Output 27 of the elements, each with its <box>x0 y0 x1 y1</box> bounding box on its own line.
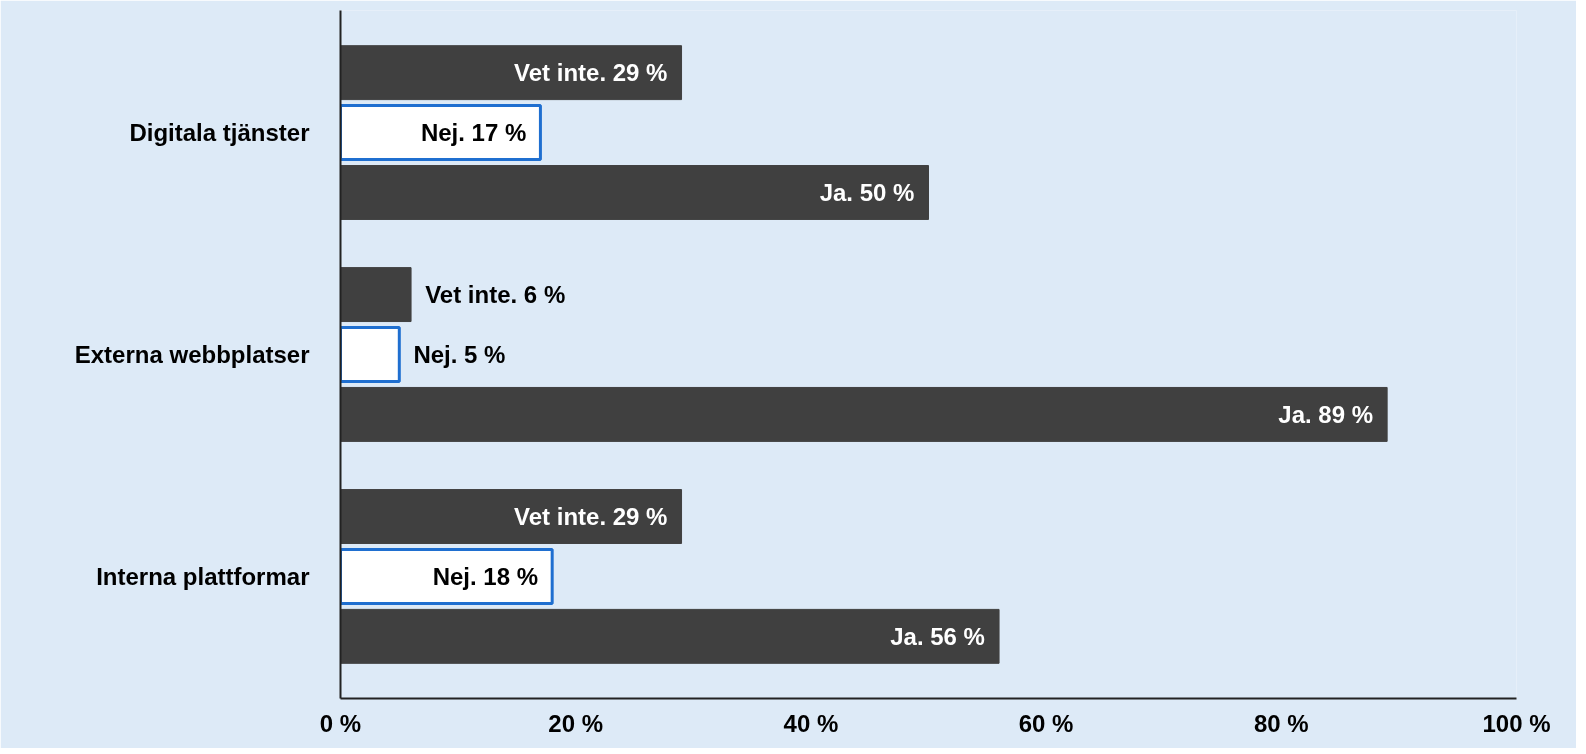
y-tick-label: Externa webbplatser <box>74 341 310 368</box>
bar <box>340 165 929 220</box>
x-tick-label: 100 % <box>1482 709 1551 737</box>
x-tick-label: 0 % <box>319 709 362 737</box>
bar <box>340 104 542 162</box>
x-tick-label: 20 % <box>548 709 604 737</box>
x-tick-label: 40 % <box>783 709 839 737</box>
x-tick-label: 60 % <box>1018 709 1074 737</box>
text: Vet inte. 29 % <box>514 59 668 87</box>
text: Vet inte. 29 % <box>514 503 668 531</box>
text: Ja. 56 % <box>890 622 985 650</box>
bar <box>340 489 683 544</box>
y-tick-label: Digitala tjänster <box>129 119 310 147</box>
text: Nej. 18 % <box>432 562 539 590</box>
x-tick-label: 80 % <box>1253 709 1309 737</box>
text: Ja. 50 % <box>819 178 915 206</box>
text: Ja. 89 % <box>1278 400 1374 428</box>
bar <box>340 386 1388 442</box>
y-tick-label: Interna plattformar <box>96 562 310 590</box>
text: Vet inte. 6 % <box>425 281 566 309</box>
text: Nej. 17 % <box>420 119 527 147</box>
text: Nej. 5 % <box>413 341 506 368</box>
bar <box>340 608 1000 664</box>
bar <box>340 45 683 101</box>
bar <box>340 547 554 605</box>
bar <box>340 326 401 383</box>
bar <box>340 267 412 323</box>
